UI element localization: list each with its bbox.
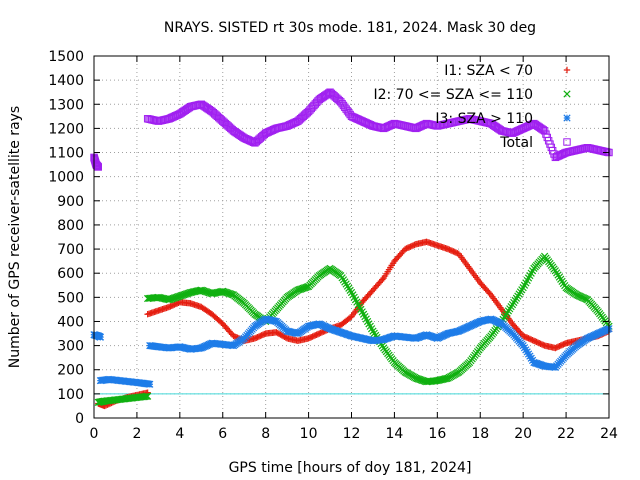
legend-marker xyxy=(563,66,571,74)
y-tick-label: 1500 xyxy=(48,49,84,65)
series-4-points xyxy=(90,88,613,171)
y-tick-label: 200 xyxy=(57,363,84,379)
grid-lines xyxy=(94,56,609,418)
x-tick-label: 24 xyxy=(600,426,618,442)
series-2-interpolated-point xyxy=(142,392,150,401)
x-tick-label: 20 xyxy=(514,426,532,442)
y-tick-label: 900 xyxy=(57,194,84,210)
chart-title: NRAYS. SISTED rt 30s mode. 181, 2024. Ma… xyxy=(164,20,536,36)
series-4-data-point xyxy=(94,163,102,171)
series-2-interpolated-point xyxy=(141,392,149,401)
x-tick-label: 16 xyxy=(428,426,446,442)
y-tick-label: 400 xyxy=(57,314,84,330)
y-tick-label: 300 xyxy=(57,339,84,355)
y-tick-label: 1200 xyxy=(48,121,84,137)
y-tick-label: 600 xyxy=(57,266,84,282)
y-tick-label: 700 xyxy=(57,242,84,258)
axis-ticks: 0 2 4 6 8 10 12 14 16 18 20 22 240100200300400500600… xyxy=(48,49,618,442)
series-2-points xyxy=(94,252,613,406)
series-4-interpolated-point xyxy=(539,126,547,134)
series-2-interpolated-point xyxy=(441,375,450,383)
series-2-data-point xyxy=(144,392,152,400)
series-3-data-point xyxy=(146,380,154,388)
x-tick-label: 10 xyxy=(300,426,318,442)
series-3-points xyxy=(90,315,613,388)
series-4-interpolated-point xyxy=(538,125,546,133)
y-tick-label: 800 xyxy=(57,218,84,234)
y-axis-label: Number of GPS receiver-satellite rays xyxy=(7,106,23,368)
legend-label: I1: SZA < 70 xyxy=(444,63,533,79)
x-tick-label: 4 xyxy=(175,426,184,442)
y-tick-label: 100 xyxy=(57,387,84,403)
series-1-interpolated-point xyxy=(486,290,493,297)
x-tick-label: 6 xyxy=(218,426,227,442)
series-1-interpolated-point xyxy=(379,276,386,283)
x-tick-label: 8 xyxy=(261,426,270,442)
y-tick-label: 1300 xyxy=(48,97,84,113)
legend-label: I3: SZA > 110 xyxy=(435,111,533,127)
y-tick-label: 1100 xyxy=(48,146,84,162)
y-tick-label: 1400 xyxy=(48,73,84,89)
x-tick-label: 22 xyxy=(557,426,575,442)
legend-marker xyxy=(563,138,571,146)
legend-marker xyxy=(563,114,571,122)
x-tick-label: 12 xyxy=(343,426,361,442)
series-3-data-point xyxy=(96,333,105,341)
legend: I1: SZA < 70 I2: 70 <= SZA <= 110 I3: SZA … xyxy=(373,63,571,151)
data-points xyxy=(90,88,613,410)
x-axis-label: GPS time [hours of doy 181, 2024] xyxy=(229,460,472,476)
y-tick-label: 0 xyxy=(75,411,84,427)
series-4-interpolated-point xyxy=(334,95,342,104)
legend-label: I2: 70 <= SZA <= 110 xyxy=(373,87,533,103)
legend-marker xyxy=(563,90,571,98)
legend-label: Total xyxy=(499,135,533,151)
x-tick-label: 14 xyxy=(386,426,404,442)
series-4-interpolated-point xyxy=(302,110,310,118)
x-tick-label: 18 xyxy=(471,426,489,442)
series-1-points xyxy=(95,238,613,410)
y-tick-label: 500 xyxy=(57,290,84,306)
x-tick-label: 0 xyxy=(90,426,99,442)
x-tick-label: 2 xyxy=(132,426,141,442)
y-tick-label: 1000 xyxy=(48,170,84,186)
